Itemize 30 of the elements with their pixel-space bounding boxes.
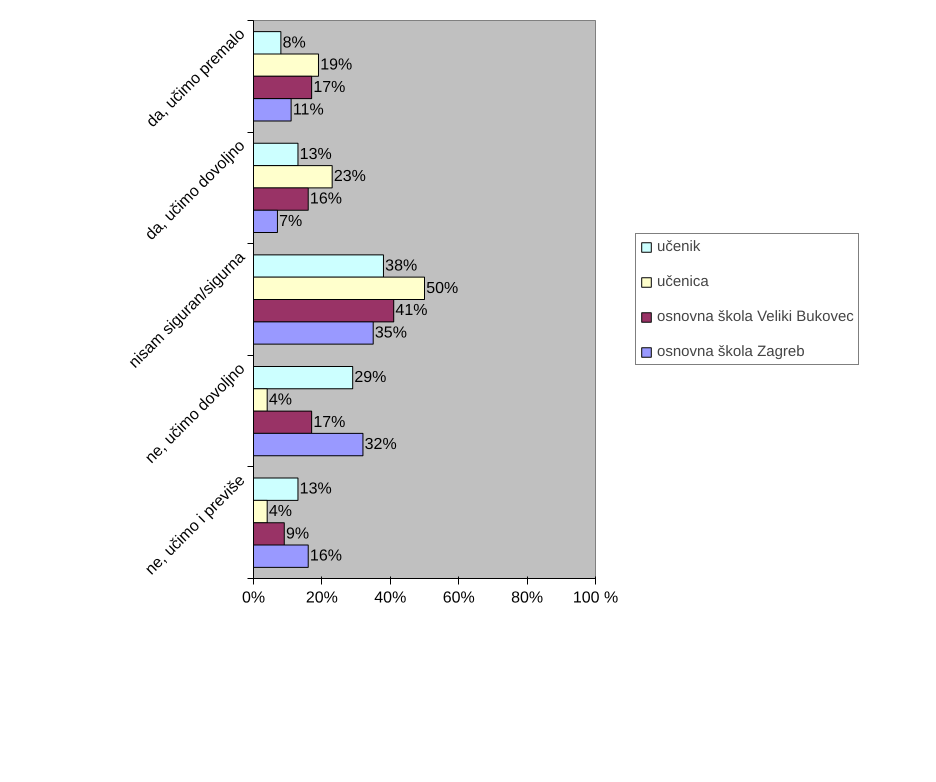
- data-label: 19%: [320, 56, 352, 74]
- x-tick-label: 40%: [374, 590, 406, 606]
- x-tick-label: 0%: [242, 590, 266, 606]
- x-tick-label: 80%: [511, 590, 544, 606]
- legend-label: učenik: [657, 238, 700, 255]
- data-label: 9%: [286, 525, 310, 542]
- x-tick-label: 100 %: [572, 590, 618, 606]
- data-label: 41%: [395, 302, 428, 320]
- data-label: 29%: [354, 369, 386, 386]
- data-label: 32%: [364, 436, 397, 454]
- data-label: 8%: [282, 34, 306, 52]
- data-label: 7%: [279, 212, 302, 230]
- data-label: 16%: [310, 548, 342, 565]
- data-label: 35%: [374, 324, 407, 342]
- x-tick-label: 60%: [442, 590, 475, 606]
- data-label: 13%: [300, 146, 332, 163]
- data-label: 17%: [313, 414, 346, 431]
- legend-label: učenica: [657, 273, 709, 290]
- x-tick-label: 20%: [306, 590, 338, 606]
- legend-label: osnovna škola Veliki Bukovec: [657, 308, 854, 325]
- data-label: 11%: [292, 101, 324, 118]
- data-label: 50%: [426, 280, 458, 297]
- data-label: 13%: [300, 480, 332, 498]
- data-label: 38%: [385, 258, 418, 275]
- data-label: 4%: [268, 503, 292, 520]
- data-label: 4%: [268, 391, 292, 408]
- data-label: 17%: [313, 78, 346, 96]
- data-label: 16%: [310, 190, 342, 208]
- legend-label: osnovna škola Zagreb: [657, 343, 805, 360]
- data-label: 23%: [334, 168, 366, 186]
